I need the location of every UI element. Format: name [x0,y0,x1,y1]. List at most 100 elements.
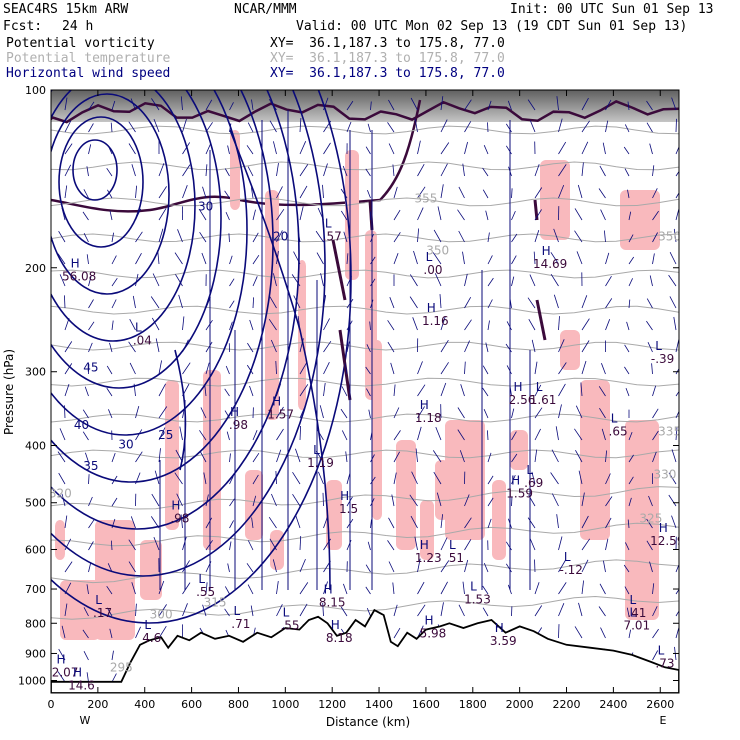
wind-vector [388,561,395,573]
wind-vector [83,651,89,661]
wind-vector [624,366,630,375]
wind-vector [602,142,606,155]
extremum-value: .98 [170,511,189,525]
wind-vector [64,143,73,155]
wind-vector [628,299,631,309]
wind-speed-contour [229,129,331,591]
wind-vector [366,344,371,353]
wind-vector [86,672,89,683]
field-xy-pv: XY= 36.1,187.3 to 175.8, 77.0 [270,36,505,51]
wind-vector [534,407,543,419]
y-tick-label: 900 [25,647,46,660]
wind-vector [483,409,489,419]
extremum-value: .04 [133,334,152,348]
wind-vector [581,318,590,331]
wind-vector [669,296,677,309]
wind-vector [553,294,559,309]
field-name-theta: Potential temperature [6,51,171,66]
wind-vector [343,231,348,243]
wind-vector [581,120,590,133]
wind-vector [366,388,371,397]
wind-vector [575,405,583,419]
wind-vector [485,342,489,353]
wind-vector [440,316,446,331]
wind-vector [111,299,117,309]
wind-vector [182,582,191,595]
wind-vector [436,492,442,507]
wind-vector [268,318,277,331]
theta-contour [51,449,679,459]
wind-vector [111,518,116,529]
wind-vector [154,470,160,485]
wind-vector [558,339,565,353]
wind-vector [627,519,630,529]
wind-vector [250,605,254,617]
wind-vector [247,540,254,551]
extremum-marker: H [73,665,82,679]
wind-vector [652,210,659,221]
wind-vector [599,583,606,595]
wind-vector [295,96,301,111]
wind-vector [673,316,677,331]
wind-vector [365,366,371,375]
wind-vector [201,252,207,265]
wind-vector [111,255,117,265]
wind-vector [228,233,230,243]
wind-vector [177,229,183,243]
wind-vector [323,142,331,155]
theta-contour [51,197,679,207]
theta-contour-label: 350 [658,230,681,244]
wind-speed-contour [51,90,196,342]
extremum-marker: H [495,621,504,635]
extremum-value: 14.6 [68,678,95,692]
wind-vector [628,476,634,485]
wind-vector [64,603,68,617]
wind-speed-contour [51,90,326,577]
wind-vector [393,186,398,199]
extremum-marker: L [426,250,433,264]
extremum-value: 7.01 [623,619,650,633]
wind-vector [440,96,444,111]
wind-vector [410,515,418,529]
wind-vector [346,121,352,133]
wind-vector [323,97,329,111]
wind-vector [675,610,679,617]
wind-vector [323,538,331,551]
wind-vector [252,209,256,221]
wind-vector [299,425,301,441]
wind-vector [61,207,66,221]
wind-vector [88,276,92,287]
wind-vector [152,273,160,287]
wind-vector [652,165,655,177]
wind-vector [505,343,512,353]
wind-vector [464,517,472,529]
wind-vector [393,209,401,221]
extremum-value: 8.18 [326,631,353,645]
wind-vector [675,426,678,441]
wind-vector [511,255,517,265]
wind-vector [623,564,630,573]
wind-vector [88,541,94,551]
x-tick-label: 1000 [271,698,299,711]
extremum-marker: H [420,538,429,552]
wind-vector [482,167,489,177]
wind-vector [135,451,143,463]
valid-time: Valid: 00 UTC Mon 02 Sep 13 (19 CDT Sun … [296,19,688,34]
theta-contour [51,269,679,279]
wind-vector [229,541,232,551]
wind-vector [64,383,70,397]
wind-vector [529,120,536,133]
wind-vector [668,274,677,287]
wind-vector [268,516,277,529]
extremum-marker: H [420,398,429,412]
x-tick-label: 800 [228,698,249,711]
wind-vector [293,251,301,265]
wind-vector [392,582,395,595]
wind-vector [440,184,444,199]
wind-vector [346,341,350,353]
wind-vector [534,449,538,463]
wind-vector [132,295,136,309]
wind-vector [58,472,66,485]
x-tick-label: 200 [87,698,108,711]
wind-vector [389,297,395,309]
